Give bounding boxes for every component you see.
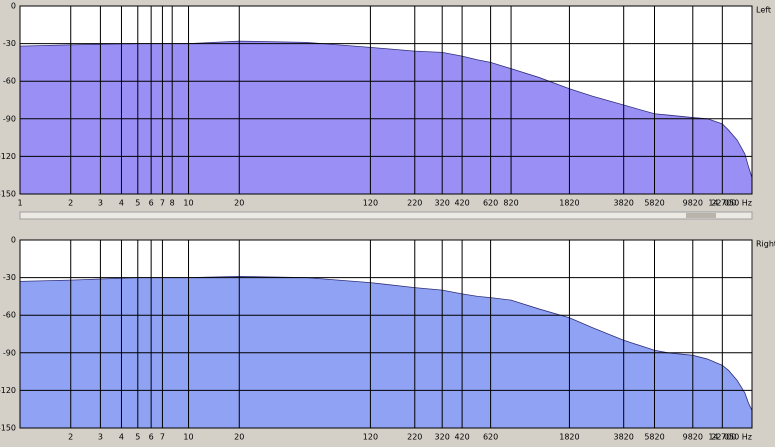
x-tick-label: 420 <box>454 199 469 208</box>
x-tick-label: 20 <box>234 199 244 208</box>
x-tick-label: 14 700 <box>708 199 736 208</box>
x-tick-label: 120 <box>363 199 378 208</box>
y-tick-label: -150 <box>0 190 16 199</box>
y-tick-label: -120 <box>0 386 16 395</box>
plot-frame <box>19 5 753 195</box>
x-tick-label: 5820 <box>644 199 664 208</box>
x-tick-label: 5 <box>135 433 140 442</box>
channel-label: Left <box>756 6 771 15</box>
x-tick-label: 20 <box>234 433 244 442</box>
channel-label: Right <box>756 240 775 249</box>
x-tick-label: 320 <box>435 433 450 442</box>
x-tick-label: 8 <box>170 199 175 208</box>
x-tick-label: 2 <box>68 433 73 442</box>
x-tick-label: 320 <box>435 199 450 208</box>
x-tick-label: 3 <box>98 433 103 442</box>
x-tick-label: 820 <box>503 199 518 208</box>
scroll-thumb[interactable] <box>686 213 716 218</box>
y-tick-label: -90 <box>3 114 16 123</box>
plot-frame <box>19 239 753 429</box>
y-tick-label: -60 <box>3 311 16 320</box>
x-tick-label: 620 <box>483 199 498 208</box>
x-tick-label: 2 <box>68 199 73 208</box>
x-tick-label: 6 <box>149 433 154 442</box>
x-tick-label: 9820 <box>683 199 703 208</box>
x-tick-label: 220 <box>407 199 422 208</box>
x-tick-label: 10 <box>183 433 193 442</box>
x-tick-label: 1820 <box>559 199 579 208</box>
y-tick-label: -30 <box>3 39 16 48</box>
x-tick-label: 10 <box>183 199 193 208</box>
y-tick-label: -60 <box>3 77 16 86</box>
x-tick-label: 1820 <box>559 433 579 442</box>
x-tick-label: 4 <box>119 433 124 442</box>
x-tick-label: 4 <box>119 199 124 208</box>
x-tick-label: 5 <box>135 199 140 208</box>
x-tick-label: 6 <box>149 199 154 208</box>
scrollbar[interactable] <box>19 211 753 220</box>
x-tick-label: 7 <box>160 199 165 208</box>
y-tick-label: -90 <box>3 348 16 357</box>
x-tick-label: 7 <box>160 433 165 442</box>
y-tick-label: -150 <box>0 424 16 433</box>
x-tick-label: 9820 <box>683 433 703 442</box>
x-tick-label: 120 <box>363 433 378 442</box>
x-tick-label: 5820 <box>644 433 664 442</box>
y-tick-label: 0 <box>11 236 16 245</box>
x-tick-label: 1 <box>17 199 22 208</box>
x-tick-label: 420 <box>454 433 469 442</box>
x-tick-label: 3820 <box>614 433 634 442</box>
x-tick-label: 3 <box>98 199 103 208</box>
x-tick-label: 22 050 Hz <box>711 199 752 208</box>
x-tick-label: 22 050 Hz <box>711 433 752 442</box>
x-tick-label: 620 <box>483 433 498 442</box>
x-tick-label: 14 700 <box>708 433 736 442</box>
y-tick-label: -30 <box>3 273 16 282</box>
x-tick-label: 220 <box>407 433 422 442</box>
y-tick-label: -120 <box>0 152 16 161</box>
x-tick-label: 3820 <box>614 199 634 208</box>
y-tick-label: 0 <box>11 2 16 11</box>
